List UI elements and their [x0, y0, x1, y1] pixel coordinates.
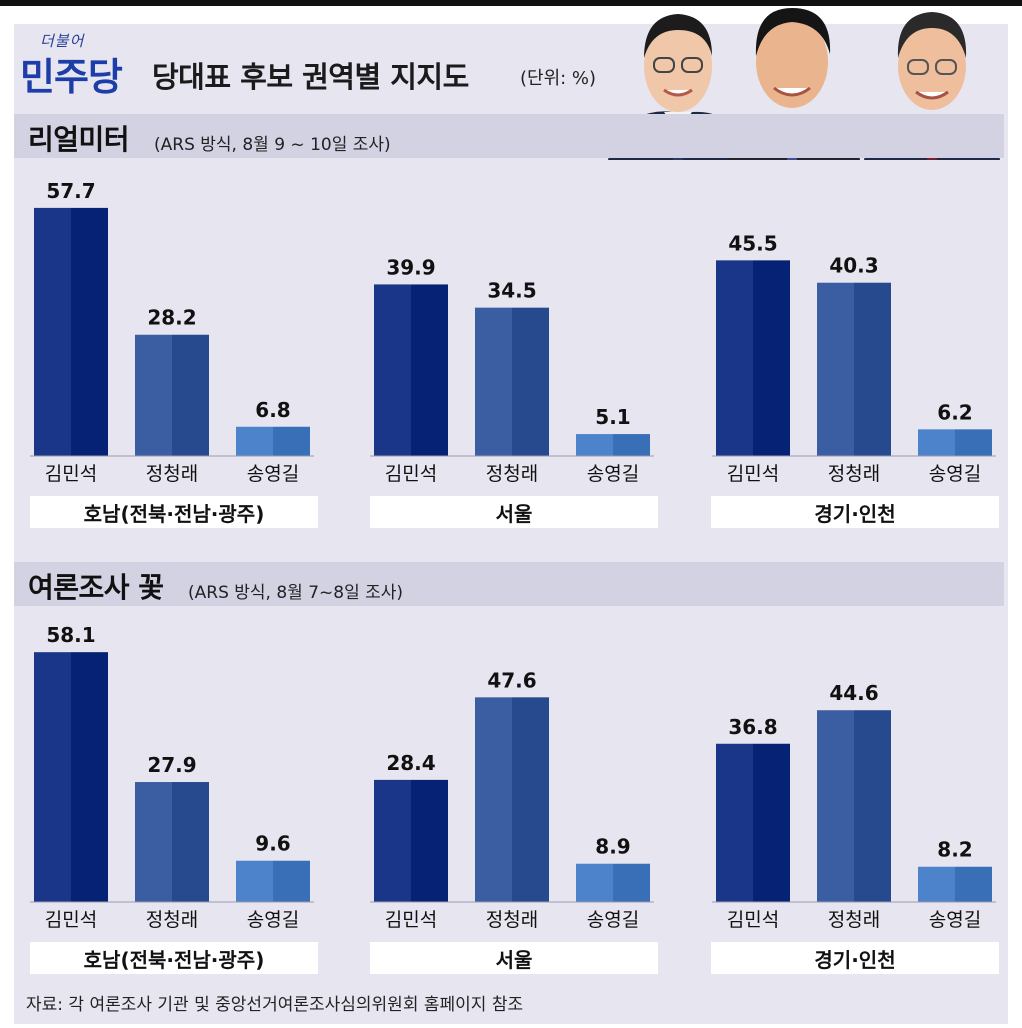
category-label-1-gyeonggi-jung: 정청래 [828, 463, 880, 485]
category-label-1-honam-kim: 김민석 [45, 463, 97, 485]
category-label-2-gyeonggi-song: 송영길 [929, 909, 981, 931]
region-label-gyeonggi-1: 경기·인천 [711, 496, 999, 528]
category-label-1-seoul-song: 송영길 [587, 463, 639, 485]
data-label-2-honam-song: 9.6 [255, 832, 290, 856]
category-label-2-gyeonggi-jung: 정청래 [828, 909, 880, 931]
bar-2-honam-kim [34, 652, 108, 902]
region-label-honam-1: 호남(전북·전남·광주) [30, 496, 318, 528]
data-label-1-gyeonggi-kim: 45.5 [728, 231, 777, 255]
category-label-2-honam-kim: 김민석 [45, 909, 97, 931]
top-border [0, 0, 1022, 6]
category-label-1-gyeonggi-kim: 김민석 [727, 463, 779, 485]
category-label-1-gyeonggi-song: 송영길 [929, 463, 981, 485]
category-label-2-honam-jung: 정청래 [146, 909, 198, 931]
category-label-2-gyeonggi-kim: 김민석 [727, 909, 779, 931]
data-label-2-honam-kim: 58.1 [46, 623, 95, 647]
category-label-2-seoul-jung: 정청래 [486, 909, 538, 931]
bar-1-honam-jung [135, 334, 209, 456]
bar-2-seoul-song [576, 863, 650, 902]
bar-1-honam-song [236, 426, 310, 456]
data-label-2-seoul-song: 8.9 [595, 835, 630, 859]
source-note: 자료: 각 여론조사 기관 및 중앙선거여론조사심의위원회 홈페이지 참조 [26, 995, 524, 1015]
data-label-2-gyeonggi-song: 8.2 [937, 838, 972, 862]
bar-1-seoul-song [576, 434, 650, 456]
data-label-2-gyeonggi-kim: 36.8 [728, 715, 777, 739]
category-label-2-seoul-kim: 김민석 [385, 909, 437, 931]
region-label-seoul-2: 서울 [370, 942, 658, 974]
section-2-subtitle: (ARS 방식, 8월 7~8일 조사) [188, 583, 404, 603]
bar-1-seoul-jung [475, 307, 549, 456]
category-label-1-honam-song: 송영길 [247, 463, 299, 485]
section-1-title: 리얼미터 [28, 123, 130, 156]
category-label-1-seoul-jung: 정청래 [486, 463, 538, 485]
unit-label: (단위: %) [520, 68, 597, 89]
data-label-1-gyeonggi-song: 6.2 [937, 400, 972, 424]
bar-1-seoul-kim [374, 284, 448, 456]
bar-1-honam-kim [34, 207, 108, 456]
region-label-seoul-1: 서울 [370, 496, 658, 528]
section-2-header-bar [14, 562, 1004, 606]
category-label-2-seoul-song: 송영길 [587, 909, 639, 931]
bar-1-gyeonggi-jung [817, 282, 891, 456]
section-1-header-bar [14, 114, 1004, 158]
region-label-honam-2: 호남(전북·전남·광주) [30, 942, 318, 974]
data-label-1-seoul-jung: 34.5 [487, 279, 536, 303]
data-label-1-honam-jung: 28.2 [147, 306, 196, 330]
data-label-1-honam-song: 6.8 [255, 398, 290, 422]
category-label-1-seoul-kim: 김민석 [385, 463, 437, 485]
bar-2-gyeonggi-kim [716, 743, 790, 902]
data-label-2-honam-jung: 27.9 [147, 753, 196, 777]
bar-2-seoul-kim [374, 779, 448, 902]
data-label-1-seoul-song: 5.1 [595, 405, 630, 429]
bar-2-honam-jung [135, 782, 209, 902]
data-label-1-seoul-kim: 39.9 [386, 255, 435, 279]
category-label-2-honam-song: 송영길 [247, 909, 299, 931]
bar-2-gyeonggi-song [918, 866, 992, 902]
category-label-1-honam-jung: 정청래 [146, 463, 198, 485]
section-2-title: 여론조사 꽃 [28, 571, 164, 604]
bar-1-gyeonggi-song [918, 429, 992, 456]
page-title: 당대표 후보 권역별 지지도 [152, 60, 469, 94]
data-label-2-seoul-kim: 28.4 [386, 751, 435, 775]
data-label-1-honam-kim: 57.7 [46, 179, 95, 203]
brand-small-text: 더불어 [40, 32, 85, 50]
data-label-2-gyeonggi-jung: 44.6 [829, 681, 878, 705]
region-label-gyeonggi-2: 경기·인천 [711, 942, 999, 974]
bar-2-gyeonggi-jung [817, 710, 891, 902]
bar-2-honam-song [236, 860, 310, 902]
brand-logo-text: 민주당 [20, 55, 123, 99]
bar-1-gyeonggi-kim [716, 260, 790, 456]
section-1-subtitle: (ARS 방식, 8월 9 ~ 10일 조사) [154, 135, 391, 155]
data-label-1-gyeonggi-jung: 40.3 [829, 254, 878, 278]
bar-2-seoul-jung [475, 697, 549, 902]
data-label-2-seoul-jung: 47.6 [487, 668, 536, 692]
